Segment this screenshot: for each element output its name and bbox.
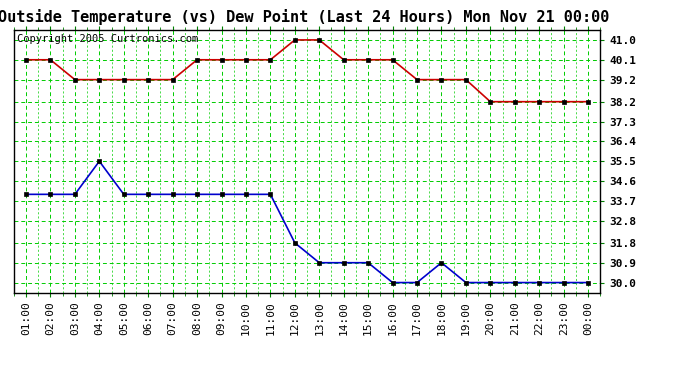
Text: Copyright 2005 Curtronics.com: Copyright 2005 Curtronics.com [17,34,198,44]
Text: Outside Temperature (vs) Dew Point (Last 24 Hours) Mon Nov 21 00:00: Outside Temperature (vs) Dew Point (Last… [0,9,609,26]
